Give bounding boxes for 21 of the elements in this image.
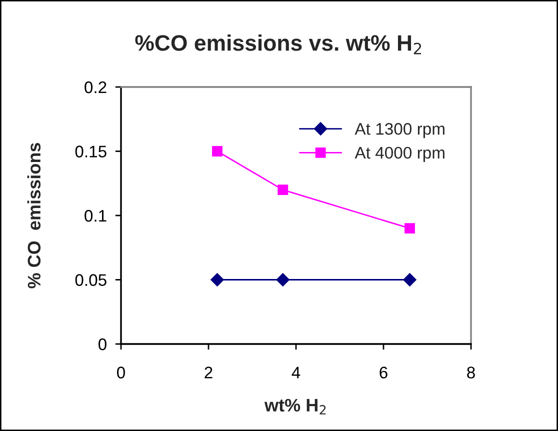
- y-tick-label: 0.05: [75, 274, 106, 286]
- point: [212, 146, 222, 156]
- x-tick-label: 8: [467, 366, 475, 378]
- chart-title: %CO emissions vs. wt% H$_{2}$: [135, 34, 422, 54]
- point: [278, 184, 288, 196]
- legend-label: At 4000 rpm: [354, 146, 444, 162]
- y-tick-label: 0: [98, 338, 106, 350]
- point: [404, 223, 415, 234]
- x-tick-label: 6: [380, 366, 388, 378]
- y-axis-title: % CO emissions: [27, 142, 41, 288]
- y-tick-label: 0.15: [75, 146, 106, 158]
- y-tick-label: 0.2: [84, 81, 106, 94]
- x-tick-label: 0: [117, 366, 125, 378]
- point: [403, 273, 416, 286]
- x-tick-label: 4: [292, 366, 300, 378]
- x-axis-title: wt% H$_{2}$: [264, 398, 326, 414]
- x-tick-label: 2: [204, 366, 212, 378]
- point: [276, 273, 290, 286]
- point: [210, 273, 224, 286]
- legend-label: At 1300 rpm: [354, 123, 444, 138]
- y-tick-label: 0.1: [84, 210, 106, 222]
